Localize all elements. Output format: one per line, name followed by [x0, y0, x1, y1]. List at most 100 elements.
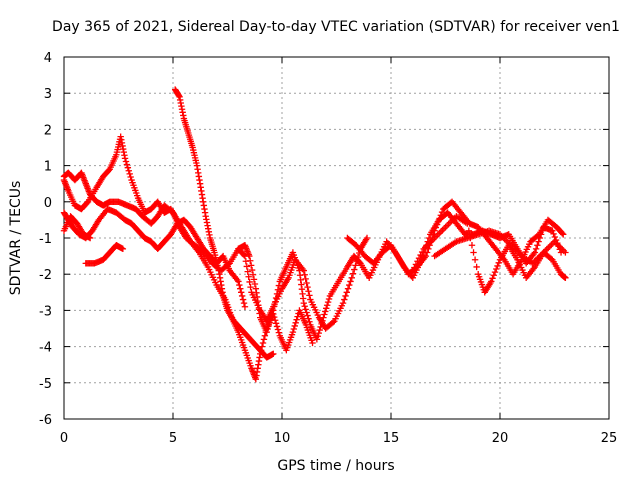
y-tick-label: 0 — [44, 196, 52, 211]
x-axis-label: GPS time / hours — [277, 458, 394, 474]
x-tick-label: 0 — [60, 431, 68, 446]
data-point — [339, 299, 347, 307]
data-point — [468, 242, 476, 249]
data-point — [305, 288, 312, 295]
data-point — [126, 170, 133, 178]
data-point — [289, 328, 297, 336]
data-point — [260, 336, 268, 343]
axis-ticks — [63, 56, 610, 420]
data-point — [431, 227, 438, 234]
data-point — [323, 305, 330, 312]
x-tick-label: 10 — [274, 431, 291, 446]
data-point — [268, 313, 275, 320]
data-point — [316, 326, 323, 334]
data-point — [320, 314, 327, 321]
y-tick-label: -3 — [39, 304, 52, 319]
data-point — [244, 268, 251, 275]
data-point — [344, 285, 352, 292]
data-point — [422, 252, 430, 260]
data-point — [349, 270, 357, 277]
data-point — [269, 310, 276, 317]
y-tick-label: -5 — [39, 377, 52, 392]
data-point — [306, 292, 313, 299]
data-point — [247, 262, 255, 269]
data-point — [562, 249, 569, 256]
data-point — [549, 227, 556, 234]
y-tick-label: -6 — [39, 413, 52, 428]
data-point — [238, 292, 246, 300]
data-point — [263, 328, 270, 336]
data-point — [314, 333, 322, 340]
data-point — [438, 208, 446, 216]
data-point — [261, 332, 269, 339]
x-tick-label: 15 — [383, 431, 400, 446]
series-track-10 — [60, 213, 94, 242]
data-point — [274, 326, 282, 333]
series-track-4 — [82, 242, 127, 267]
y-tick-label: -2 — [39, 268, 52, 283]
data-point — [246, 278, 253, 286]
x-tick-label: 5 — [169, 431, 177, 446]
data-point — [488, 278, 495, 285]
data-point — [291, 322, 298, 330]
x-tick-label: 20 — [492, 431, 509, 446]
data-point — [243, 263, 251, 270]
data-point — [301, 303, 308, 310]
data-point — [562, 274, 569, 282]
data-point — [292, 319, 299, 327]
data-point — [247, 257, 254, 264]
data-point — [273, 290, 281, 298]
data-point — [471, 256, 479, 263]
data-point — [437, 212, 445, 219]
data-point — [264, 325, 271, 333]
data-point — [309, 339, 316, 347]
data-point — [348, 274, 355, 282]
data-point — [489, 275, 496, 282]
data-point — [490, 272, 497, 279]
series-track-8 — [409, 213, 569, 296]
data-point — [249, 271, 257, 278]
data-point — [123, 161, 131, 168]
y-axis-label: SDTVAR / TECUs — [8, 181, 24, 296]
data-point — [121, 155, 129, 162]
data-point — [124, 164, 132, 171]
data-point — [266, 319, 273, 327]
series-track-5 — [171, 86, 277, 361]
data-point — [559, 230, 566, 237]
data-point — [329, 319, 337, 326]
data-point — [275, 329, 283, 336]
data-point — [251, 280, 259, 288]
data-point — [318, 320, 325, 328]
data-point — [274, 286, 282, 293]
data-point — [306, 318, 313, 325]
data-point — [550, 230, 557, 238]
data-point — [236, 281, 243, 289]
y-tick-label: 1 — [44, 160, 52, 175]
data-point — [435, 218, 442, 225]
data-point — [127, 173, 134, 181]
data-points — [60, 86, 569, 383]
data-point — [343, 289, 350, 296]
data-point — [235, 278, 242, 285]
data-point — [239, 296, 247, 303]
data-point — [302, 275, 309, 283]
series-track-9 — [431, 227, 569, 267]
data-point — [534, 242, 541, 249]
x-tick-labels: 0 5 10 15 20 25 — [60, 431, 617, 446]
y-tick-label: -1 — [39, 232, 52, 247]
data-point — [560, 231, 567, 238]
data-point — [237, 285, 244, 292]
data-point — [270, 307, 277, 314]
data-point — [290, 325, 298, 333]
y-tick-labels: -6 -5 -4 -3 -2 -1 0 1 2 3 4 — [39, 51, 52, 428]
data-point — [300, 299, 307, 307]
data-point — [351, 266, 358, 273]
y-tick-label: -4 — [39, 341, 52, 356]
data-point — [250, 276, 258, 283]
data-point — [240, 299, 248, 307]
data-point — [325, 295, 333, 303]
data-point — [341, 296, 348, 303]
data-point — [122, 158, 130, 165]
data-point — [346, 281, 353, 289]
data-point — [293, 316, 300, 323]
